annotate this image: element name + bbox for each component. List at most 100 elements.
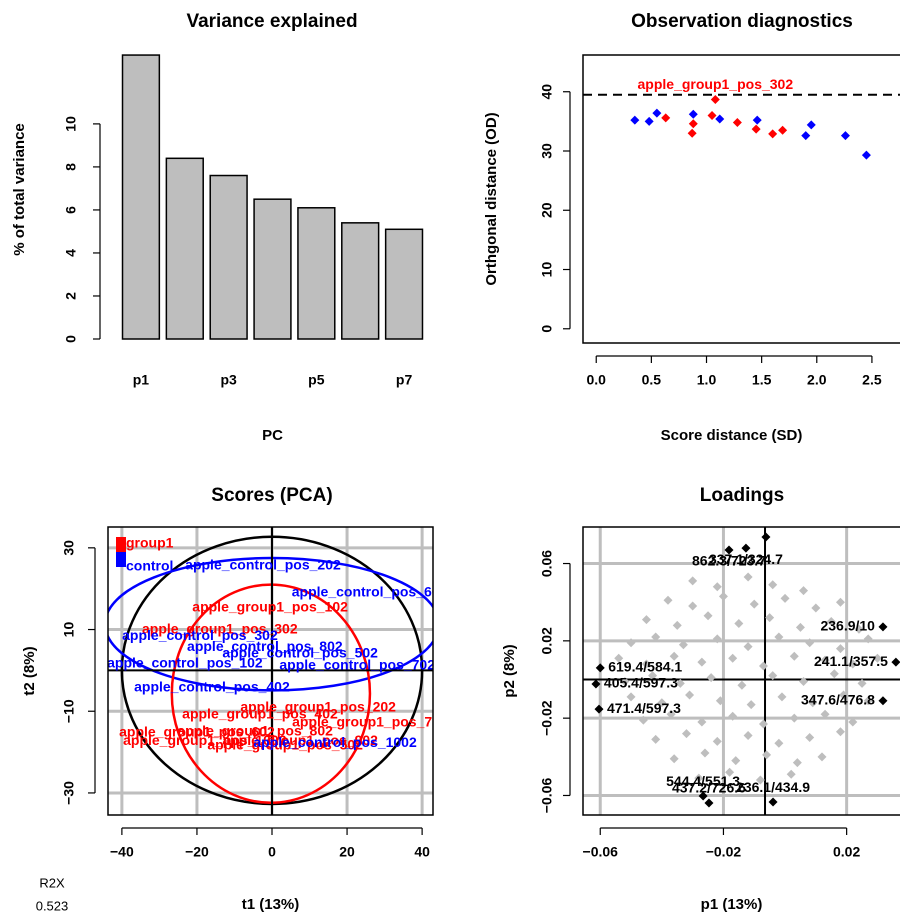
point xyxy=(732,118,742,128)
bar xyxy=(121,54,161,340)
point xyxy=(715,696,725,706)
point xyxy=(811,603,821,613)
x-tick-label: p3 xyxy=(220,372,237,388)
point xyxy=(768,129,778,139)
point-label: 236.1/434.9 xyxy=(736,779,810,795)
point xyxy=(786,769,796,779)
score-label: apple_control_pos_802 xyxy=(187,638,343,654)
point xyxy=(857,678,867,688)
x-tick-label: −0.02 xyxy=(706,844,742,860)
point xyxy=(704,798,714,808)
point xyxy=(863,634,873,644)
point xyxy=(805,732,815,742)
point xyxy=(712,634,722,644)
panel-title: Observation diagnostics xyxy=(631,11,853,32)
bar xyxy=(384,228,424,340)
panel: Observation diagnostics Score distance (S… xyxy=(483,11,900,444)
note-label: R2X xyxy=(39,875,65,890)
point xyxy=(863,696,873,706)
point xyxy=(743,642,753,652)
point xyxy=(878,696,888,706)
point xyxy=(826,617,836,627)
point xyxy=(737,680,747,690)
point xyxy=(848,659,858,669)
point xyxy=(799,676,809,686)
note-value: 0.523 xyxy=(36,898,69,913)
y-tick-label: 20 xyxy=(539,202,555,218)
y-tick-label: −0.02 xyxy=(539,700,555,736)
x-axis-label: Score distance (SD) xyxy=(661,427,803,444)
score-label: apple_group1_pos_902 xyxy=(222,732,378,748)
score-label: apple_group1_pos_202 xyxy=(240,699,396,715)
point xyxy=(741,543,751,553)
point xyxy=(854,624,864,634)
y-axis-label: p2 (8%) xyxy=(501,644,518,697)
x-tick-label: 0.0 xyxy=(586,372,606,388)
point xyxy=(891,657,900,667)
point xyxy=(707,110,717,120)
point xyxy=(669,754,679,764)
score-label: apple_control_pos_302 xyxy=(122,627,278,643)
point xyxy=(687,128,697,138)
bar xyxy=(209,174,248,340)
point xyxy=(706,673,716,683)
score-label: apple_control_pos_602 xyxy=(292,583,448,599)
point xyxy=(805,638,815,648)
point xyxy=(591,679,601,689)
point-label: 862.3/723.7 xyxy=(692,553,766,569)
point xyxy=(743,731,753,741)
point xyxy=(698,791,708,801)
point xyxy=(663,595,673,605)
y-axis-label: % of total variance xyxy=(11,123,28,256)
point xyxy=(758,661,768,671)
score-label: apple_group1_pos_602 xyxy=(119,724,275,740)
point xyxy=(715,114,725,124)
y-tick-label: 0 xyxy=(539,325,555,333)
point-label: 471.4/597.3 xyxy=(607,700,681,716)
point xyxy=(651,734,661,744)
y-tick-label: 30 xyxy=(539,143,555,159)
point xyxy=(652,108,662,118)
point xyxy=(641,615,651,625)
point xyxy=(835,597,845,607)
point xyxy=(789,651,799,661)
x-tick-label: 2.5 xyxy=(862,372,882,388)
y-tick-label: 4 xyxy=(63,249,79,257)
x-tick-label: −40 xyxy=(110,844,134,860)
point xyxy=(755,775,765,785)
score-label: apple_group1_pos_102 xyxy=(192,599,348,615)
point xyxy=(688,601,698,611)
point-label: 619.4/584.1 xyxy=(608,659,682,675)
point xyxy=(681,729,691,739)
point xyxy=(774,738,784,748)
point xyxy=(768,797,778,807)
point xyxy=(758,719,768,729)
panel-title: Variance explained xyxy=(186,11,357,32)
plot-box xyxy=(107,526,434,816)
point xyxy=(626,692,636,702)
x-tick-label: −0.06 xyxy=(583,844,619,860)
bar xyxy=(297,207,336,340)
y-tick-label: 10 xyxy=(539,262,555,278)
point xyxy=(817,752,827,762)
point xyxy=(697,657,707,667)
panel: Variance explained PC % of total variance p… xyxy=(11,11,424,444)
score-label: apple_group1_pos_302 xyxy=(142,621,298,637)
point xyxy=(594,704,604,714)
point-label: 337.1/324.7 xyxy=(709,551,783,567)
legend-swatch xyxy=(116,552,126,567)
x-tick-label: 0.02 xyxy=(833,844,860,860)
y-tick-label: 6 xyxy=(63,206,79,214)
x-axis-label: t1 (13%) xyxy=(242,896,300,913)
x-tick-label: 2.0 xyxy=(807,372,827,388)
point xyxy=(829,669,839,679)
x-tick-label: p5 xyxy=(308,372,325,388)
x-tick-label: −20 xyxy=(185,844,209,860)
legend-label: group1 xyxy=(126,535,174,551)
point xyxy=(712,736,722,746)
y-tick-label: 40 xyxy=(539,84,555,100)
point-label: 241.1/357.5 xyxy=(814,653,888,669)
y-tick-label: 10 xyxy=(63,116,79,132)
point xyxy=(808,698,818,708)
point xyxy=(724,545,734,555)
